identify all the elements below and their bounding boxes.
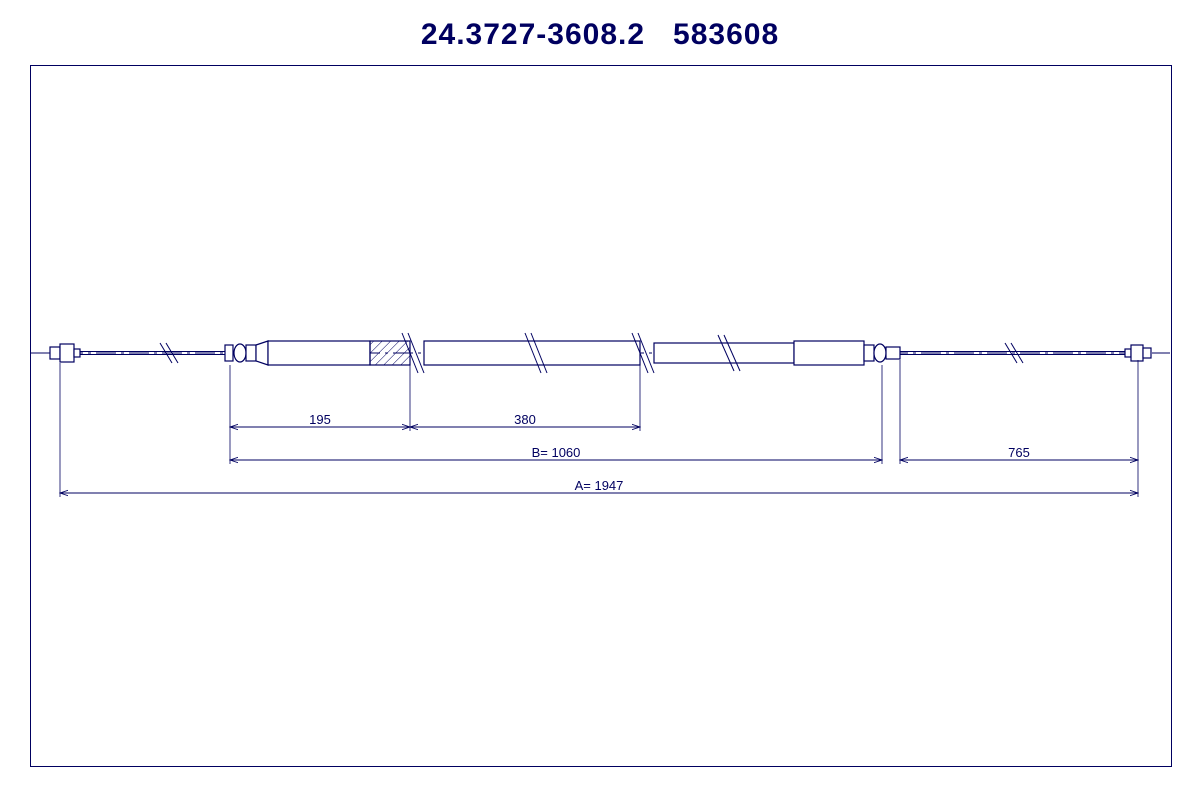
left-end-fitting xyxy=(50,344,80,362)
technical-drawing xyxy=(30,65,1170,765)
dim-a: A= 1947 xyxy=(575,478,624,493)
dim-380: 380 xyxy=(514,412,536,427)
dim-195: 195 xyxy=(309,412,331,427)
sleeve-section-1 xyxy=(268,341,370,365)
sleeve-section-4 xyxy=(794,341,864,365)
extension-lines xyxy=(60,360,1138,497)
sleeve-section-3 xyxy=(654,343,794,363)
right-end-fitting xyxy=(1125,345,1151,361)
secondary-number: 583608 xyxy=(673,18,779,51)
drawing-title: 24.3727-3608.2 583608 xyxy=(0,0,1200,52)
sleeve-section-2 xyxy=(424,341,640,365)
dim-b: B= 1060 xyxy=(532,445,581,460)
right-ferrule xyxy=(864,344,900,362)
left-ferrule xyxy=(225,341,268,365)
spring-section xyxy=(370,341,410,365)
dim-765: 765 xyxy=(1008,445,1030,460)
part-number: 24.3727-3608.2 xyxy=(421,18,645,51)
